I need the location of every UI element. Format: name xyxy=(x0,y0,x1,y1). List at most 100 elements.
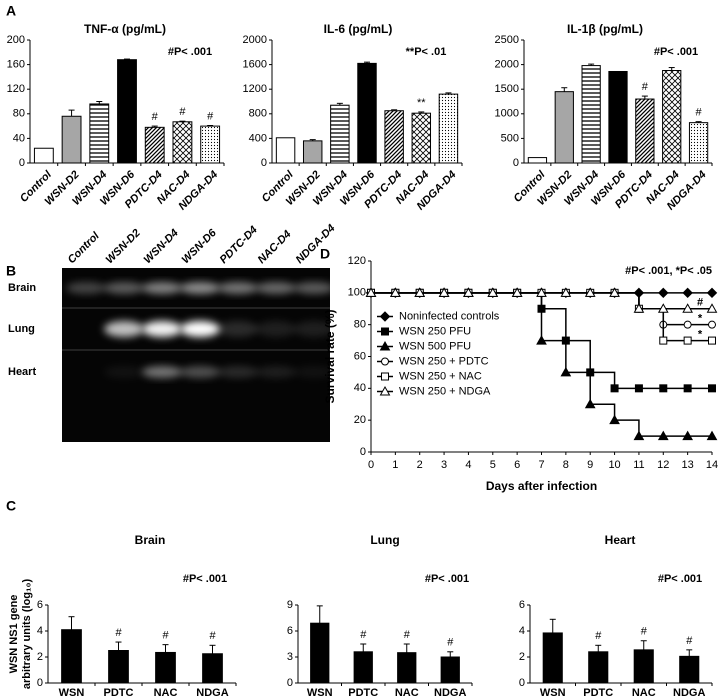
x-axis-label: Days after infection xyxy=(486,479,597,493)
x-tick-label: 9 xyxy=(587,459,593,471)
bar xyxy=(397,652,417,684)
gel-band xyxy=(142,366,182,378)
marker xyxy=(706,287,718,299)
y-tick-label: 1000 xyxy=(495,108,519,120)
x-tick-label: PDTC xyxy=(583,687,613,698)
marker xyxy=(536,287,547,297)
x-tick-label: 1 xyxy=(392,459,398,471)
x-tick-label: PDTC xyxy=(348,687,378,698)
gel-band xyxy=(218,366,258,378)
bar-label: # xyxy=(447,637,454,649)
y-tick-label: 0 xyxy=(513,157,519,169)
gel-band xyxy=(104,321,144,337)
y-tick-label: 2 xyxy=(519,651,525,663)
bar-label: # xyxy=(686,635,693,647)
line-segment xyxy=(565,339,591,373)
chart-title: IL-6 (pg/mL) xyxy=(324,22,393,36)
y-tick-label: 9 xyxy=(287,599,293,611)
bar xyxy=(581,65,601,164)
bar-label: # xyxy=(152,111,159,123)
annotation: #P< .001 xyxy=(183,573,227,585)
x-tick-label: PDTC xyxy=(104,687,134,698)
marker xyxy=(584,398,596,409)
marker xyxy=(706,430,718,441)
chart-title: TNF-α (pg/mL) xyxy=(84,22,166,36)
marker xyxy=(683,384,692,393)
y-tick-label: 800 xyxy=(249,108,267,120)
chart-title: IL-1β (pg/mL) xyxy=(567,22,643,36)
gel-band xyxy=(256,282,296,294)
y-tick-label: 0 xyxy=(261,157,267,169)
marker xyxy=(708,384,716,393)
chart-title: Lung xyxy=(370,533,399,547)
bar xyxy=(411,112,432,164)
x-tick-label: 11 xyxy=(633,459,644,471)
annotation: #P< .001 xyxy=(168,46,212,58)
bar xyxy=(61,115,82,164)
y-tick-label: 40 xyxy=(354,382,366,394)
y-tick-label: 400 xyxy=(249,132,267,144)
bar-label: # xyxy=(696,107,703,119)
y-axis-label: WSN NS1 gene xyxy=(8,595,20,674)
panel-label: B xyxy=(6,263,16,279)
marker xyxy=(560,366,572,377)
y-tick-label: 500 xyxy=(501,132,519,144)
x-tick-label: WSN xyxy=(307,687,333,698)
gel-band xyxy=(180,366,220,378)
row-label: Brain xyxy=(8,282,36,294)
line-segment xyxy=(590,371,616,389)
bar xyxy=(108,650,129,684)
bar-label: # xyxy=(115,627,122,639)
legend-label: WSN 500 PFU xyxy=(399,340,471,352)
marker xyxy=(511,287,523,297)
gel-band xyxy=(218,321,258,337)
line-segment xyxy=(565,371,591,405)
marker xyxy=(708,320,716,329)
x-tick-label: NAC xyxy=(154,687,178,698)
bar xyxy=(357,62,377,164)
marker xyxy=(683,336,692,345)
y-tick-label: 2000 xyxy=(243,34,267,46)
legend-marker xyxy=(381,327,389,336)
bar-label: # xyxy=(162,630,169,642)
bar xyxy=(33,147,54,164)
y-tick-label: 6 xyxy=(519,599,525,611)
bar xyxy=(353,651,373,684)
bar-label: # xyxy=(360,629,367,641)
bar xyxy=(384,110,404,164)
line-segment xyxy=(541,308,567,341)
y-tick-label: 3 xyxy=(287,651,293,663)
bar xyxy=(542,632,563,684)
y-tick-label: 60 xyxy=(354,350,366,362)
y-tick-label: 120 xyxy=(348,255,366,267)
x-tick-label: 7 xyxy=(538,459,544,471)
y-axis-label: Survival rate (%) xyxy=(323,309,337,403)
marker xyxy=(633,430,645,441)
marker xyxy=(390,287,401,297)
bar xyxy=(527,157,548,164)
x-tick-label: 6 xyxy=(514,459,520,471)
y-tick-label: 120 xyxy=(7,83,25,95)
legend-label: WSN 250 PFU xyxy=(399,325,471,337)
y-tick-label: 20 xyxy=(354,414,366,426)
gel-image xyxy=(62,268,334,442)
gel-band xyxy=(104,366,144,378)
bar xyxy=(155,651,176,684)
x-tick-label: 14 xyxy=(706,459,718,471)
series-label: * xyxy=(698,313,703,325)
gel-band xyxy=(294,282,334,294)
bar xyxy=(89,103,110,164)
bar xyxy=(688,122,709,164)
marker xyxy=(609,287,620,297)
x-tick-label: 13 xyxy=(682,459,694,471)
gel-band xyxy=(294,321,334,337)
bar xyxy=(61,629,82,684)
marker xyxy=(414,287,426,297)
y-tick-label: 100 xyxy=(348,287,366,299)
x-tick-label: NDGA xyxy=(673,687,705,698)
y-tick-label: 6 xyxy=(287,625,293,637)
gel-background xyxy=(62,268,330,442)
lane-label: Control xyxy=(66,229,103,266)
annotation: #P< .001, *P< .05 xyxy=(625,265,712,277)
